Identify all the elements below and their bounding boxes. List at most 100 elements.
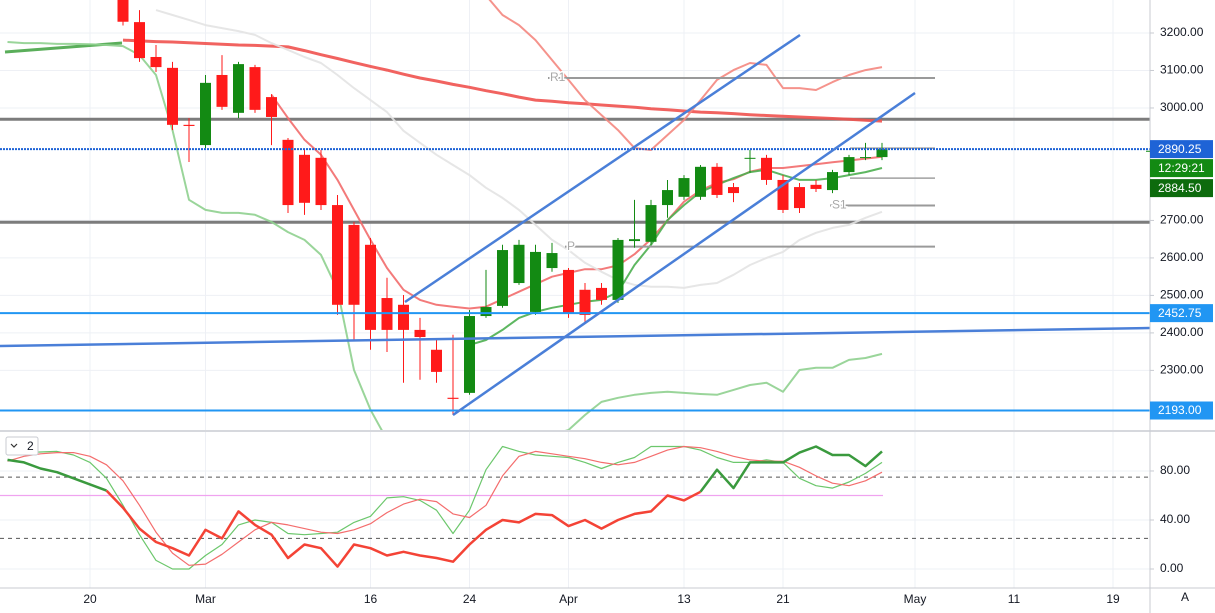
candle-body: [711, 166, 723, 195]
chevron: [10, 443, 18, 448]
indicator-line: [7, 41, 883, 430]
candle-body: [596, 287, 607, 300]
candle-body: [282, 139, 294, 206]
indicator-line: [488, 0, 883, 151]
drawings: [0, 33, 1150, 417]
oscillator-pane: [0, 445, 1150, 570]
candle-body: [447, 397, 459, 399]
candle-body: [480, 307, 492, 317]
candle-body: [695, 166, 706, 197]
candle-body: [876, 149, 888, 158]
price-label: 2193.00: [1158, 403, 1202, 417]
candle-body: [497, 250, 508, 306]
candle-body: [629, 239, 640, 242]
candle-body: [612, 239, 624, 300]
candle-body: [134, 22, 145, 59]
candle-body: [150, 56, 162, 68]
candle-body: [117, 0, 129, 22]
x-tick-label: Apr: [559, 592, 578, 606]
indicator-line: [270, 94, 883, 310]
candle-body: [563, 269, 574, 314]
candle-body: [183, 124, 195, 126]
x-tick-label: 19: [1106, 592, 1120, 606]
y-tick-label: 2400.00: [1160, 325, 1204, 339]
candle-body: [216, 74, 228, 107]
candle-body: [348, 224, 360, 305]
candle-body: [827, 172, 838, 191]
candle-body: [464, 316, 475, 393]
x-tick-label: 11: [1008, 592, 1021, 606]
candle-body: [810, 184, 822, 189]
y-tick-label: 2600.00: [1160, 250, 1204, 264]
candle-body: [794, 187, 805, 209]
trend-line[interactable]: [452, 91, 916, 417]
candle-body: [315, 157, 327, 206]
countdown: 12:29:21: [1158, 161, 1205, 175]
oscillator-line: [7, 445, 883, 493]
candle-body: [728, 187, 739, 194]
oscillator-line: [7, 445, 883, 566]
badge-text: 2: [27, 439, 34, 453]
candle-body: [860, 157, 871, 159]
pivot-label: R1: [550, 70, 566, 84]
candle-body: [513, 244, 525, 284]
x-tick-label: Mar: [195, 592, 216, 606]
oscillator-line: [7, 445, 883, 570]
indicator-line: [122, 38, 883, 123]
price-label: 2452.75: [1158, 306, 1202, 320]
grid: [0, 0, 1150, 588]
y-tick-label: 80.00: [1160, 463, 1190, 477]
price-label-box: [1150, 401, 1213, 420]
trend-line[interactable]: [0, 326, 1150, 348]
price-label: 2890.25: [1158, 142, 1202, 156]
pivot-label: S1: [832, 198, 847, 212]
indicator-line: [155, 9, 883, 289]
countdown-box: [1150, 159, 1213, 178]
candle-body: [530, 251, 541, 312]
candle-body: [200, 82, 211, 146]
candle-body: [167, 67, 178, 125]
candle-body: [431, 349, 442, 372]
x-tick-label: 16: [364, 592, 378, 606]
close-label-box: [1150, 179, 1213, 198]
price-label-box: [1150, 140, 1213, 159]
candle-body: [249, 67, 261, 110]
y-tick-label: 2700.00: [1160, 213, 1204, 227]
x-tick-label: 13: [677, 592, 691, 606]
candle-body: [678, 178, 690, 197]
candle-body: [546, 253, 558, 269]
candle-body: [579, 289, 591, 315]
trend-line[interactable]: [404, 33, 801, 304]
pivot-label: P: [567, 239, 575, 253]
x-tick-label: 24: [463, 592, 477, 606]
candle-body: [332, 205, 343, 305]
x-tick-label: 20: [83, 592, 97, 606]
y-tick-label: 3100.00: [1160, 63, 1204, 77]
candle-body: [299, 154, 310, 203]
y-tick-label: 0.00: [1160, 561, 1184, 575]
y-tick-label: 3200.00: [1160, 25, 1204, 39]
price-label-box: [1150, 304, 1213, 323]
candle-body: [365, 244, 376, 330]
oscillator-line: [105, 489, 702, 568]
panel-badge[interactable]: 2: [5, 436, 39, 456]
y-tick-label: 40.00: [1160, 512, 1190, 526]
badge-box[interactable]: [5, 436, 39, 456]
y-tick-label: 2500.00: [1160, 288, 1204, 302]
close-label: 2884.50: [1158, 181, 1202, 195]
axes: 20 Mar 16 24 Apr 13 21 May 11 19 3200.00 3100.00 300…: [83, 25, 1213, 606]
x-tick-label: May: [904, 592, 927, 606]
candle-body: [662, 190, 673, 206]
candle-body: [777, 179, 789, 210]
candle-body: [233, 64, 244, 113]
candle-body: [645, 205, 657, 242]
candle-body: [761, 157, 772, 180]
y-tick-label: 3000.00: [1160, 100, 1204, 114]
price-pane: R1 P S1: [0, 0, 1150, 430]
candle-body: [414, 329, 426, 338]
y-tick-label: 2300.00: [1160, 363, 1204, 377]
auto-scale-button[interactable]: A: [1181, 590, 1189, 604]
candle-body: [744, 157, 756, 159]
candle-body: [843, 157, 855, 173]
